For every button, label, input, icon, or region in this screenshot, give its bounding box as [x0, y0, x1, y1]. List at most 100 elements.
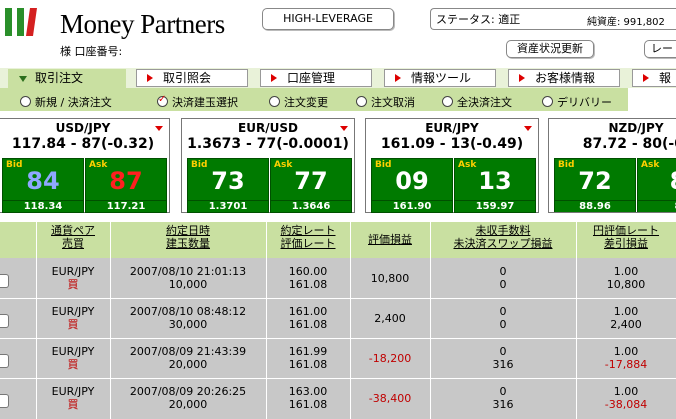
- dropdown-arrow-icon[interactable]: [340, 126, 348, 131]
- fee: 0: [499, 265, 507, 278]
- valuation-rate: 161.08: [288, 398, 328, 411]
- contract-rate: 160.00: [288, 265, 328, 278]
- dropdown-arrow-icon[interactable]: [524, 126, 532, 131]
- rate-panel-eurjpy[interactable]: EUR/JPY 161.09 - 13(-0.49) Bid 09 Ask 13…: [365, 118, 539, 213]
- subnav-delivery[interactable]: デリバリー: [542, 94, 612, 110]
- table-row-rates: 161.99 161.08: [266, 345, 350, 371]
- row-select-handle[interactable]: [0, 314, 9, 328]
- tab-trade-order[interactable]: 取引注文: [8, 69, 126, 89]
- datetime: 2007/08/09 20:26:25: [129, 385, 247, 398]
- rate-panel-eurusd[interactable]: EUR/USD 1.3673 - 77(-0.0001) Bid 73 Ask …: [181, 118, 355, 213]
- side: 買: [67, 358, 79, 371]
- currency-pair: USD/JPY: [55, 121, 111, 135]
- yen-rate: 1.00: [613, 345, 639, 358]
- subnav-modify-order[interactable]: 注文変更: [269, 94, 328, 110]
- subnav-new-settle-order[interactable]: 新規 / 決済注文: [20, 94, 112, 110]
- table-row-datetime: 2007/08/09 21:43:39 20,000: [110, 345, 266, 371]
- high-leverage-button[interactable]: HIGH-LEVERAGE: [262, 8, 394, 30]
- tab-account-management[interactable]: 口座管理: [260, 69, 372, 87]
- header-label: 売買: [62, 237, 84, 250]
- fee: 0: [499, 345, 507, 358]
- ask-box[interactable]: Ask 8: [637, 158, 676, 201]
- table-row-net: 1.00 2,400: [576, 305, 676, 331]
- header-rates[interactable]: 約定レート 評価レート: [266, 224, 350, 256]
- bid-label: Bid: [558, 160, 575, 170]
- rate-panel-nzdjpy[interactable]: NZD/JPY 87.72 - 80(-0. Bid 72 Ask 8 88.9…: [548, 118, 676, 213]
- radio-icon: [20, 96, 31, 107]
- bid-box[interactable]: Bid 73: [187, 158, 269, 201]
- header-label: 評価レート: [280, 237, 336, 250]
- tab-info-tools[interactable]: 情報ツール: [384, 69, 496, 87]
- bid-high-low: 1.3701: [187, 200, 269, 213]
- table-row-net: 1.00 10,800: [576, 265, 676, 291]
- brand-name: Money Partners: [60, 9, 225, 39]
- header-datetime-qty[interactable]: 約定日時 建玉数量: [110, 224, 266, 256]
- ask-box[interactable]: Ask 13: [454, 158, 536, 201]
- contract-rate: 163.00: [288, 385, 328, 398]
- header-fee-swap[interactable]: 未収手数料 未決済スワップ損益: [430, 224, 576, 256]
- bid-label: Bid: [6, 160, 23, 170]
- yen-rate: 1.00: [613, 265, 639, 278]
- brand-logo-mark: [3, 6, 45, 38]
- ask-label: Ask: [458, 160, 477, 170]
- subnav-settle-all[interactable]: 全決済注文: [442, 94, 512, 110]
- rate-button[interactable]: レート: [644, 40, 676, 58]
- radio-icon: [269, 96, 280, 107]
- row-select-handle[interactable]: [0, 394, 9, 408]
- tab-label: 報: [659, 71, 672, 85]
- tab-report[interactable]: 報: [632, 69, 676, 87]
- ask-price: 77: [294, 167, 328, 195]
- chevron-down-icon: [19, 76, 27, 82]
- header-label: 未収手数料: [475, 224, 531, 237]
- column-divider: [430, 222, 431, 419]
- subnav-cancel-order[interactable]: 注文取消: [356, 94, 415, 110]
- column-divider: [266, 222, 267, 419]
- dropdown-arrow-icon[interactable]: [155, 126, 163, 131]
- header-yen-net[interactable]: 円評価レート 差引損益: [576, 224, 676, 256]
- valuation-pl: -38,400: [368, 392, 412, 405]
- datetime: 2007/08/09 21:43:39: [129, 345, 247, 358]
- account-number-label: 様 口座番号:: [60, 45, 123, 58]
- bid-high-low: 88.96: [554, 200, 636, 212]
- refresh-assets-button[interactable]: 資産状況更新: [506, 40, 594, 58]
- table-row-fee: 0 316: [430, 345, 576, 371]
- header-valuation-pl[interactable]: 評価損益: [350, 224, 430, 256]
- tab-label: 取引照会: [163, 71, 212, 85]
- contract-rate: 161.99: [288, 345, 328, 358]
- subnav-select-positions[interactable]: 決済建玉選択: [157, 94, 238, 110]
- bid-box[interactable]: Bid 72: [554, 158, 636, 201]
- yen-rate: 1.00: [613, 385, 639, 398]
- fee: 0: [499, 385, 507, 398]
- header-label: 約定日時: [166, 224, 210, 237]
- tab-trade-inquiry[interactable]: 取引照会: [136, 69, 248, 87]
- radio-icon: [542, 96, 553, 107]
- side: 買: [67, 398, 79, 411]
- sub-nav-bar: [0, 88, 628, 111]
- rate-summary: 117.84 - 87(-0.32): [11, 136, 155, 152]
- row-divider: [0, 298, 676, 299]
- fee: 0: [499, 305, 507, 318]
- column-divider: [36, 222, 37, 419]
- bid-box[interactable]: Bid 09: [371, 158, 453, 201]
- table-row-datetime: 2007/08/10 21:01:13 10,000: [110, 265, 266, 291]
- swap: 316: [492, 358, 514, 371]
- table-row-fee: 0 316: [430, 385, 576, 411]
- subnav-label: 新規 / 決済注文: [35, 96, 112, 109]
- rate-panel-usdjpy[interactable]: USD/JPY 117.84 - 87(-0.32) Bid 84 Ask 87…: [0, 118, 170, 213]
- row-divider: [0, 338, 676, 339]
- valuation-rate: 161.08: [288, 358, 328, 371]
- table-row-net: 1.00 -17,884: [576, 345, 676, 371]
- ask-box[interactable]: Ask 77: [270, 158, 352, 201]
- header-label: 差引損益: [604, 237, 648, 250]
- arrow-right-icon: [395, 74, 401, 82]
- tab-label: 情報ツール: [411, 71, 472, 85]
- row-select-handle[interactable]: [0, 274, 9, 288]
- bid-box[interactable]: Bid 84: [2, 158, 84, 201]
- table-row-fee: 0 0: [430, 265, 576, 291]
- rate-summary: 1.3673 - 77(-0.0001): [187, 136, 349, 152]
- tab-customer-info[interactable]: お客様情報: [508, 69, 620, 87]
- row-select-handle[interactable]: [0, 354, 9, 368]
- header-pair-side[interactable]: 通貨ペア 売買: [36, 224, 110, 256]
- ask-box[interactable]: Ask 87: [85, 158, 167, 201]
- pair: EUR/JPY: [51, 385, 95, 398]
